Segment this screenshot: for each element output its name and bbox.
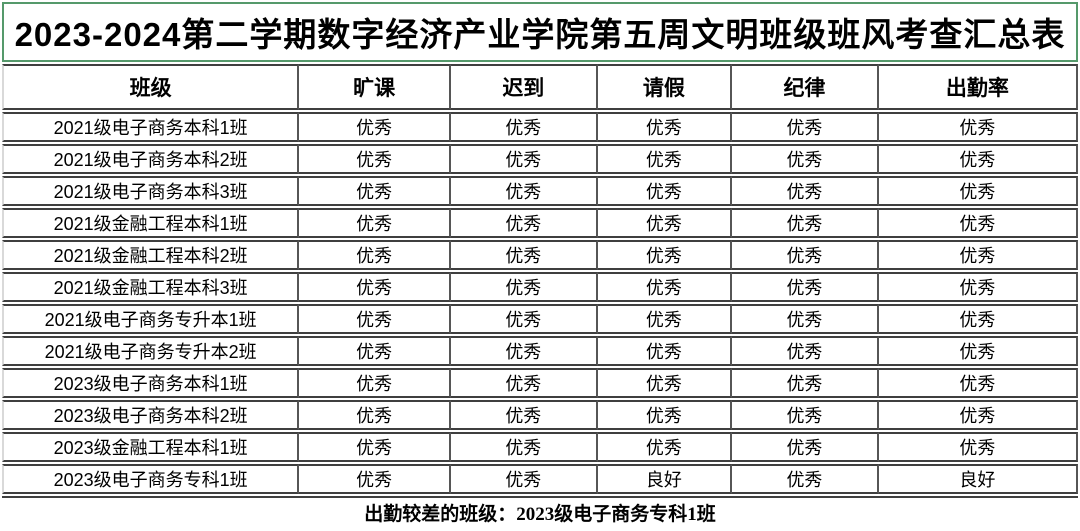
rating-cell: 优秀: [597, 368, 733, 398]
table-row: 2021级金融工程本科1班 优秀 优秀 优秀 优秀 优秀: [2, 208, 1078, 238]
rating-cell: 优秀: [878, 272, 1078, 302]
rating-cell: 优秀: [451, 272, 598, 302]
rating-cell: 优秀: [597, 400, 733, 430]
rating-cell: 良好: [597, 464, 733, 494]
rating-cell: 优秀: [732, 272, 879, 302]
rating-cell: 优秀: [299, 240, 451, 270]
class-name-cell: 2023级电子商务专科1班: [2, 464, 300, 494]
rating-cell: 优秀: [299, 336, 451, 366]
class-name-cell: 2021级金融工程本科2班: [2, 240, 300, 270]
rating-cell: 优秀: [732, 208, 879, 238]
rating-cell: 优秀: [597, 432, 733, 462]
rating-cell: 优秀: [597, 176, 733, 206]
rating-cell: 优秀: [732, 304, 879, 334]
class-name-cell: 2021级金融工程本科1班: [2, 208, 300, 238]
rating-cell: 优秀: [878, 304, 1078, 334]
rating-cell: 优秀: [878, 336, 1078, 366]
page-title: 2023-2024第二学期数字经济产业学院第五周文明班级班风考查汇总表: [14, 16, 1066, 53]
header-leave: 请假: [597, 64, 733, 110]
class-name-cell: 2023级电子商务本科2班: [2, 400, 300, 430]
rating-cell: 优秀: [878, 368, 1078, 398]
rating-cell: 优秀: [878, 400, 1078, 430]
rating-cell: 优秀: [597, 240, 733, 270]
table-row: 2021级金融工程本科3班 优秀 优秀 优秀 优秀 优秀: [2, 272, 1078, 302]
table-row: 2023级电子商务专科1班 优秀 优秀 良好 优秀 良好: [2, 464, 1078, 494]
rating-cell: 优秀: [597, 208, 733, 238]
rating-cell: 优秀: [732, 368, 879, 398]
class-name-cell: 2021级电子商务专升本1班: [2, 304, 300, 334]
rating-cell: 优秀: [451, 208, 598, 238]
rating-cell: 优秀: [451, 400, 598, 430]
rating-cell: 优秀: [732, 240, 879, 270]
rating-cell: 优秀: [451, 336, 598, 366]
class-name-cell: 2021级金融工程本科3班: [2, 272, 300, 302]
header-attendance: 出勤率: [878, 64, 1078, 110]
table-row: 2021级电子商务本科2班 优秀 优秀 优秀 优秀 优秀: [2, 144, 1078, 174]
title-cell: 2023-2024第二学期数字经济产业学院第五周文明班级班风考查汇总表: [2, 2, 1078, 62]
rating-cell: 优秀: [451, 464, 598, 494]
rating-cell: 优秀: [732, 112, 879, 142]
table-row: 2023级电子商务本科1班 优秀 优秀 优秀 优秀 优秀: [2, 368, 1078, 398]
evaluation-table: 班级 旷课 迟到 请假 纪律 出勤率 2021级电子商务本科1班 优秀 优秀 优秀 优秀…: [2, 62, 1078, 496]
rating-cell: 优秀: [732, 432, 879, 462]
rating-cell: 优秀: [299, 144, 451, 174]
header-absenteeism: 旷课: [299, 64, 451, 110]
rating-cell: 优秀: [451, 432, 598, 462]
table-row: 2021级金融工程本科2班 优秀 优秀 优秀 优秀 优秀: [2, 240, 1078, 270]
rating-cell: 优秀: [299, 208, 451, 238]
table-header-row: 班级 旷课 迟到 请假 纪律 出勤率: [2, 64, 1078, 110]
rating-cell: 优秀: [732, 144, 879, 174]
rating-cell: 优秀: [597, 112, 733, 142]
class-name-cell: 2021级电子商务本科3班: [2, 176, 300, 206]
rating-cell: 优秀: [451, 304, 598, 334]
header-discipline: 纪律: [732, 64, 879, 110]
rating-cell: 优秀: [732, 400, 879, 430]
rating-cell: 优秀: [878, 432, 1078, 462]
table-row: 2021级电子商务本科3班 优秀 优秀 优秀 优秀 优秀: [2, 176, 1078, 206]
rating-cell: 优秀: [299, 400, 451, 430]
table-row: 2021级电子商务本科1班 优秀 优秀 优秀 优秀 优秀: [2, 112, 1078, 142]
table-row: 2021级电子商务专升本2班 优秀 优秀 优秀 优秀 优秀: [2, 336, 1078, 366]
table-row: 2023级电子商务本科2班 优秀 优秀 优秀 优秀 优秀: [2, 400, 1078, 430]
rating-cell: 优秀: [451, 240, 598, 270]
header-lateness: 迟到: [451, 64, 598, 110]
rating-cell: 优秀: [299, 464, 451, 494]
rating-cell: 优秀: [451, 176, 598, 206]
rating-cell: 优秀: [597, 304, 733, 334]
class-name-cell: 2023级电子商务本科1班: [2, 368, 300, 398]
poor-attendance-note: 出勤较差的班级：2023级电子商务专科1班: [364, 504, 716, 525]
header-class: 班级: [2, 64, 300, 110]
rating-cell: 优秀: [299, 176, 451, 206]
class-name-cell: 2023级金融工程本科1班: [2, 432, 300, 462]
rating-cell: 良好: [878, 464, 1078, 494]
table-body: 2021级电子商务本科1班 优秀 优秀 优秀 优秀 优秀 2021级电子商务本科2班 优秀 优秀…: [2, 112, 1078, 494]
class-name-cell: 2021级电子商务本科2班: [2, 144, 300, 174]
rating-cell: 优秀: [299, 368, 451, 398]
class-name-cell: 2021级电子商务专升本2班: [2, 336, 300, 366]
rating-cell: 优秀: [299, 112, 451, 142]
rating-cell: 优秀: [732, 176, 879, 206]
class-name-cell: 2021级电子商务本科1班: [2, 112, 300, 142]
rating-cell: 优秀: [878, 144, 1078, 174]
rating-cell: 优秀: [299, 304, 451, 334]
rating-cell: 优秀: [878, 240, 1078, 270]
rating-cell: 优秀: [878, 208, 1078, 238]
rating-cell: 优秀: [878, 176, 1078, 206]
table-row: 2021级电子商务专升本1班 优秀 优秀 优秀 优秀 优秀: [2, 304, 1078, 334]
footer-note-row: 出勤较差的班级：2023级电子商务专科1班: [2, 496, 1078, 527]
rating-cell: 优秀: [451, 144, 598, 174]
rating-cell: 优秀: [597, 336, 733, 366]
rating-cell: 优秀: [299, 432, 451, 462]
rating-cell: 优秀: [451, 112, 598, 142]
table-row: 2023级金融工程本科1班 优秀 优秀 优秀 优秀 优秀: [2, 432, 1078, 462]
rating-cell: 优秀: [597, 272, 733, 302]
rating-cell: 优秀: [299, 272, 451, 302]
rating-cell: 优秀: [732, 464, 879, 494]
rating-cell: 优秀: [597, 144, 733, 174]
rating-cell: 优秀: [732, 336, 879, 366]
rating-cell: 优秀: [878, 112, 1078, 142]
rating-cell: 优秀: [451, 368, 598, 398]
